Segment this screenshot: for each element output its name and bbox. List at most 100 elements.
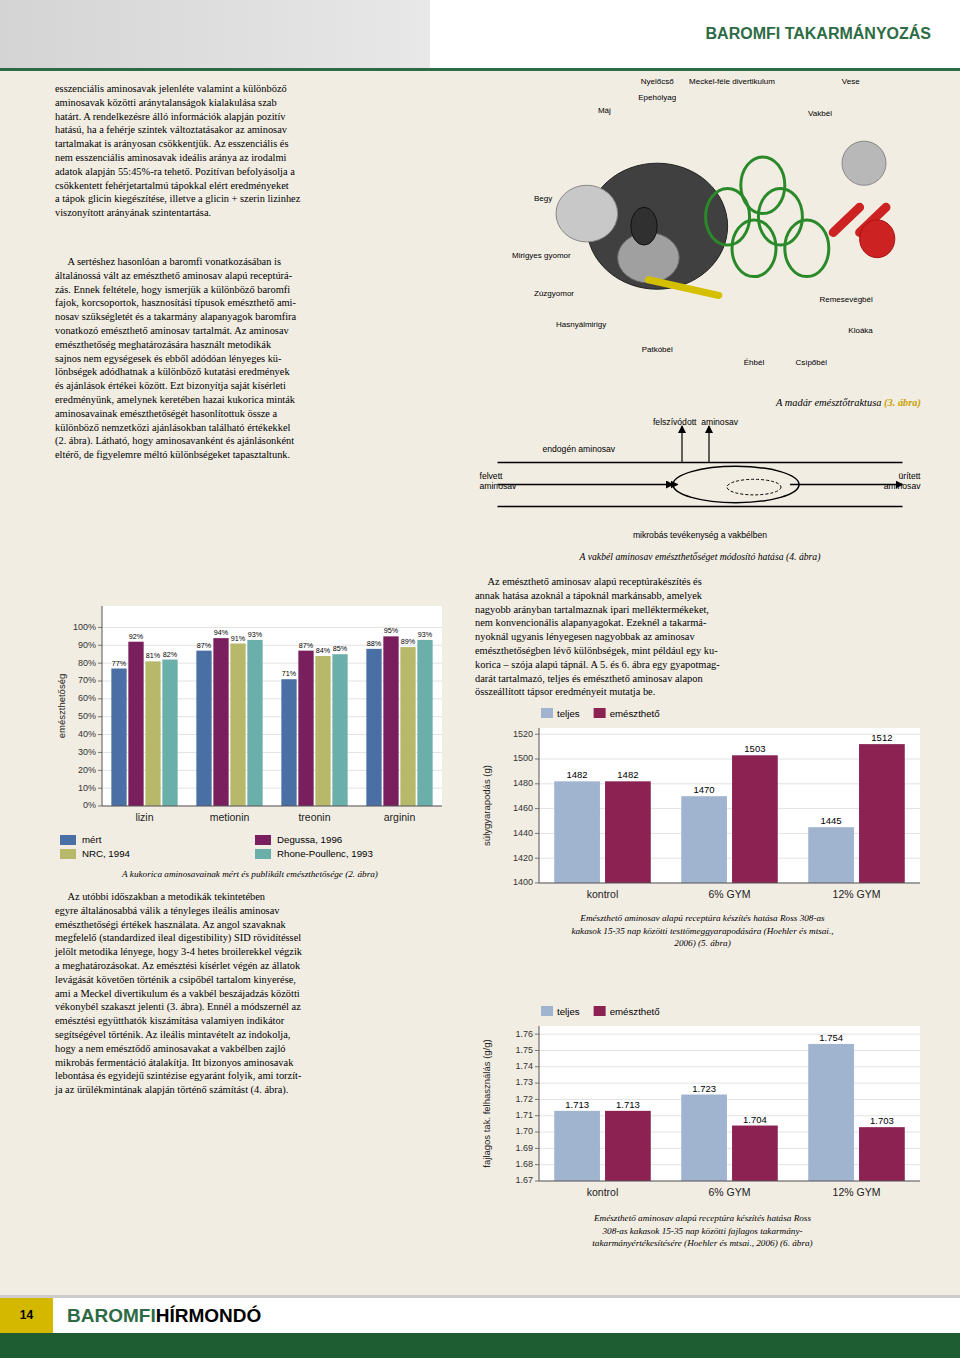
grid-line: [539, 1181, 920, 1182]
bar: [366, 649, 381, 806]
legend-swatch: [255, 849, 271, 859]
header-photo: [0, 0, 430, 68]
bar: [145, 661, 160, 806]
y-tick: [535, 808, 539, 809]
y-tick: [98, 627, 102, 628]
y-tick-label: 10%: [78, 783, 96, 793]
diagram-label: ürítettaminosav: [884, 471, 921, 491]
y-axis-line: [539, 728, 540, 883]
diagram-label: Éhbél: [744, 358, 765, 367]
x-tick-label: treonin: [298, 811, 330, 823]
y-tick: [98, 734, 102, 735]
data-label: 95%: [384, 626, 399, 635]
legend-swatch: [255, 835, 271, 845]
diagram-label: Zúzgyomor: [534, 289, 574, 298]
y-tick: [535, 1034, 539, 1035]
bar: [808, 827, 854, 883]
data-label: 1.704: [743, 1114, 767, 1125]
data-label: 1.713: [616, 1099, 640, 1110]
y-tick: [535, 1132, 539, 1133]
diagram-label: felszívódott aminosav: [653, 417, 739, 427]
legend-swatch: [594, 1006, 606, 1016]
bar: [196, 651, 211, 806]
header-title: BAROMFI TAKARMÁNYOZÁS: [706, 0, 931, 68]
y-tick-label: 1.67: [515, 1175, 533, 1185]
data-label: 77%: [112, 659, 127, 668]
label-line: mikrobás tevékenység a vakbélben: [633, 530, 767, 540]
x-tick-label: kontrol: [587, 1186, 619, 1198]
grid-line: [539, 734, 920, 735]
data-label: 92%: [129, 632, 144, 641]
data-label: 1.713: [565, 1099, 589, 1110]
data-label: 1.754: [819, 1032, 843, 1043]
data-label: 94%: [214, 628, 229, 637]
legend-swatch: [60, 849, 76, 859]
y-tick: [535, 1099, 539, 1100]
data-label: 1482: [567, 769, 588, 780]
y-tick-label: 1.69: [515, 1143, 533, 1153]
y-tick-label: 1.70: [515, 1126, 533, 1136]
grid-line: [102, 806, 442, 807]
y-tick: [98, 663, 102, 664]
label-line: aminosav: [480, 481, 517, 491]
cecum-circle: [673, 466, 799, 502]
diagram-label: felvettaminosav: [480, 471, 517, 491]
legend-label: emészthető: [610, 1006, 660, 1017]
y-tick: [98, 806, 102, 807]
y-tick: [535, 1083, 539, 1084]
y-axis-label: súlygyarapodás (g): [481, 765, 492, 846]
y-tick: [98, 788, 102, 789]
bar: [128, 642, 143, 806]
y-tick-label: 1.68: [515, 1159, 533, 1169]
legend-item: NRC, 1994: [60, 848, 255, 859]
legend-swatch: [541, 708, 553, 718]
y-tick: [98, 770, 102, 771]
bar: [681, 796, 727, 883]
diagram-label: mikrobás tevékenység a vakbélben: [633, 530, 767, 540]
intestine-loop: [785, 220, 829, 277]
pancreas-shape: [648, 280, 718, 296]
diagram-label: Remesevégbél: [819, 295, 873, 304]
bar: [247, 640, 262, 806]
y-tick: [535, 734, 539, 735]
bar-chart: 0%10%20%30%40%50%60%70%80%90%100%emészth…: [50, 596, 450, 830]
bar: [605, 1111, 651, 1181]
y-tick-label: 50%: [78, 711, 96, 721]
legend-swatch: [594, 708, 606, 718]
grid-line: [539, 1083, 920, 1084]
data-label: 87%: [197, 641, 212, 650]
data-label: 1470: [694, 784, 715, 795]
legend-item: Rhone-Poullenc, 1993: [255, 848, 450, 859]
y-tick-label: 1440: [513, 828, 533, 838]
data-label: 91%: [231, 634, 246, 643]
data-label: 85%: [333, 644, 348, 653]
cecum-diagram: felszívódott aminosavendogén aminosavfel…: [475, 413, 925, 543]
y-tick-label: 1.74: [515, 1061, 533, 1071]
data-label: 82%: [163, 650, 178, 659]
y-tick: [98, 752, 102, 753]
diagram-label: Epehólyag: [638, 93, 676, 102]
data-label: 93%: [248, 630, 263, 639]
header: BAROMFI TAKARMÁNYOZÁS: [0, 0, 960, 68]
y-tick: [98, 681, 102, 682]
diagram-label: Hasnyálmirigy: [556, 320, 606, 329]
y-tick-label: 1.72: [515, 1094, 533, 1104]
label-line: ürített: [899, 471, 922, 481]
diagram-label: Máj: [598, 106, 611, 115]
data-label: 87%: [299, 641, 314, 650]
y-tick-label: 1400: [513, 877, 533, 887]
data-label: 1482: [617, 769, 638, 780]
bar-chart: 1400142014401460148015001520súlygyarapod…: [475, 702, 930, 907]
bar: [732, 1126, 778, 1181]
legend-label: teljes: [557, 708, 580, 719]
figure-caption: A vakbél aminosav emészthetőséget módosí…: [475, 547, 925, 567]
data-label: 88%: [367, 639, 382, 648]
y-tick-label: 30%: [78, 747, 96, 757]
y-axis-label: emészthetőség: [56, 674, 67, 738]
bar: [554, 781, 600, 883]
diagram-label: Patkóbél: [642, 345, 673, 354]
data-labels: 1.7131.7231.7541.7131.7041.703: [565, 1032, 894, 1126]
digestive-diagram: NyelőcsőMeckel-féle divertikulumVeseEpeh…: [490, 75, 930, 390]
bar: [230, 644, 245, 807]
intestine-wall: [498, 506, 903, 508]
